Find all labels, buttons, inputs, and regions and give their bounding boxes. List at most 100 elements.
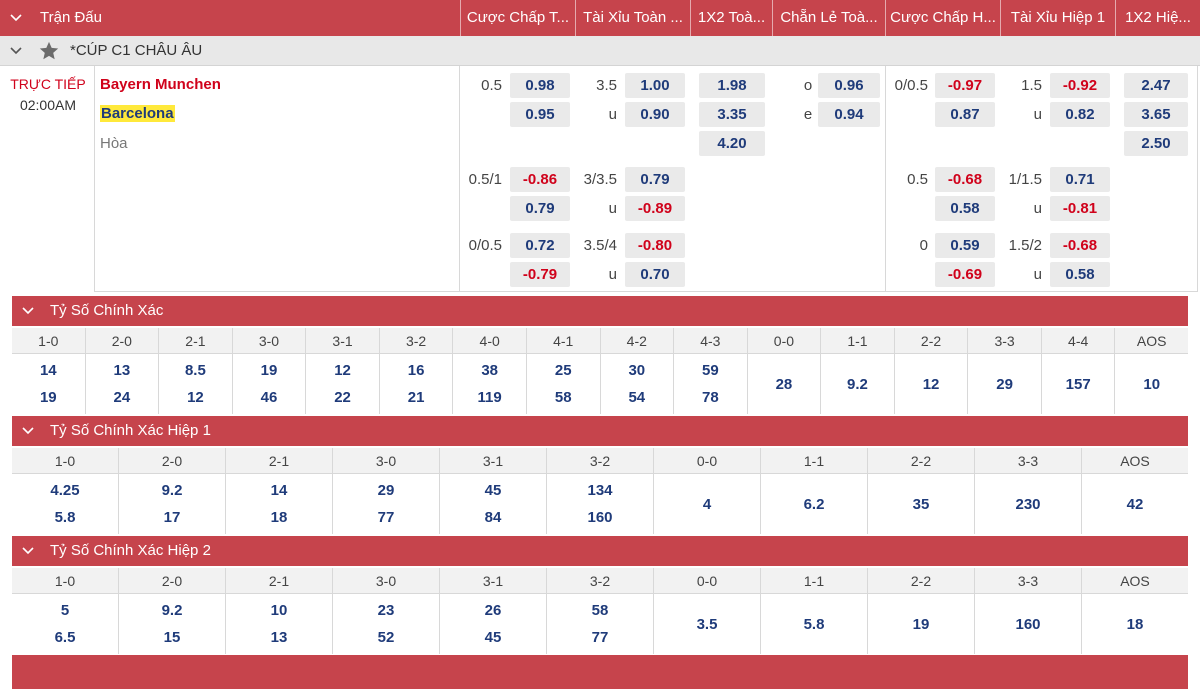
odds-value[interactable]: 19 bbox=[912, 615, 930, 633]
odds-value[interactable]: 5.8 bbox=[803, 615, 825, 633]
odds-button[interactable]: 3.35 bbox=[699, 102, 765, 127]
chevron-down-icon[interactable] bbox=[6, 36, 26, 66]
odds-value[interactable]: 3.5 bbox=[696, 615, 718, 633]
odds-value[interactable]: 12 bbox=[187, 389, 204, 406]
odds-value[interactable]: 5 bbox=[60, 602, 70, 619]
chevron-down-icon[interactable] bbox=[18, 416, 38, 446]
odds-value[interactable]: 157 bbox=[1065, 375, 1091, 393]
odds-value[interactable]: 84 bbox=[484, 509, 502, 526]
odds-button[interactable]: 0.79 bbox=[510, 196, 570, 221]
odds-button[interactable]: 0.79 bbox=[625, 167, 685, 192]
odds-value[interactable]: 77 bbox=[591, 629, 609, 646]
odds-value[interactable]: 160 bbox=[587, 509, 613, 526]
odds-button[interactable]: -0.97 bbox=[935, 73, 995, 98]
odds-value[interactable]: 45 bbox=[484, 629, 502, 646]
home-team[interactable]: Bayern Munchen bbox=[100, 76, 221, 93]
odds-value[interactable]: 13 bbox=[113, 362, 131, 379]
odds-button[interactable]: 0.95 bbox=[510, 102, 570, 127]
odds-button[interactable]: 0.58 bbox=[935, 196, 995, 221]
odds-value[interactable]: 12 bbox=[334, 362, 351, 379]
odds-button[interactable]: 0.94 bbox=[818, 102, 880, 127]
odds-value[interactable]: 29 bbox=[377, 482, 395, 499]
odds-button[interactable]: 0.98 bbox=[510, 73, 570, 98]
odds-value[interactable]: 42 bbox=[1126, 495, 1144, 513]
odds-value[interactable]: 54 bbox=[628, 389, 646, 406]
odds-button[interactable]: -0.81 bbox=[1050, 196, 1110, 221]
odds-value[interactable]: 35 bbox=[912, 495, 930, 513]
odds-button[interactable]: 0.72 bbox=[510, 233, 570, 258]
odds-value[interactable]: 14 bbox=[270, 482, 288, 499]
odds-value[interactable]: 18 bbox=[270, 509, 288, 526]
odds-button[interactable]: -0.80 bbox=[625, 233, 685, 258]
odds-value[interactable]: 8.5 bbox=[184, 362, 206, 379]
odds-button[interactable]: -0.69 bbox=[935, 262, 995, 287]
odds-value[interactable]: 77 bbox=[377, 509, 395, 526]
odds-value[interactable]: 119 bbox=[477, 389, 502, 406]
odds-value[interactable]: 58 bbox=[554, 389, 572, 406]
odds-value[interactable]: 29 bbox=[996, 375, 1013, 393]
odds-button[interactable]: 0.87 bbox=[935, 102, 995, 127]
chevron-down-icon[interactable] bbox=[6, 0, 26, 36]
odds-button[interactable]: -0.89 bbox=[625, 196, 685, 221]
odds-value[interactable]: 21 bbox=[407, 389, 425, 406]
odds-button[interactable]: -0.79 bbox=[510, 262, 570, 287]
odds-button[interactable]: -0.68 bbox=[1050, 233, 1110, 258]
odds-value[interactable]: 22 bbox=[334, 389, 351, 406]
odds-button[interactable]: 2.50 bbox=[1124, 131, 1188, 156]
odds-button[interactable]: 4.20 bbox=[699, 131, 765, 156]
odds-value[interactable]: 25 bbox=[554, 362, 572, 379]
correct-score-h2-section-header[interactable]: Tỷ Số Chính Xác Hiệp 2 bbox=[12, 536, 1188, 566]
odds-button[interactable]: -0.86 bbox=[510, 167, 570, 192]
odds-button[interactable]: -0.68 bbox=[935, 167, 995, 192]
odds-value[interactable]: 52 bbox=[377, 629, 395, 646]
odds-value[interactable]: 19 bbox=[260, 362, 278, 379]
odds-value[interactable]: 78 bbox=[702, 389, 719, 406]
odds-value[interactable]: 17 bbox=[163, 509, 181, 526]
odds-value[interactable]: 160 bbox=[1015, 615, 1041, 633]
odds-value[interactable]: 230 bbox=[1015, 495, 1041, 513]
odds-value[interactable]: 45 bbox=[484, 482, 502, 499]
odds-value[interactable]: 9.2 bbox=[847, 375, 868, 393]
away-team[interactable]: Barcelona bbox=[100, 105, 175, 122]
odds-button[interactable]: 1.98 bbox=[699, 73, 765, 98]
odds-value[interactable]: 16 bbox=[407, 362, 425, 379]
odds-value[interactable]: 5.8 bbox=[54, 509, 76, 526]
odds-value[interactable]: 6.2 bbox=[803, 495, 825, 513]
odds-value[interactable]: 13 bbox=[270, 629, 288, 646]
odds-value[interactable]: 58 bbox=[591, 602, 609, 619]
odds-value[interactable]: 24 bbox=[113, 389, 131, 406]
odds-value[interactable]: 30 bbox=[628, 362, 646, 379]
odds-value[interactable]: 10 bbox=[270, 602, 288, 619]
odds-value[interactable]: 28 bbox=[775, 375, 793, 393]
odds-button[interactable]: 0.90 bbox=[625, 102, 685, 127]
league-row[interactable]: *CÚP C1 CHÂU ÂU bbox=[0, 36, 1200, 66]
odds-value[interactable]: 19 bbox=[39, 389, 57, 406]
col-odd-even-ft[interactable]: Chẵn Lẻ Toà... bbox=[772, 0, 885, 36]
odds-value[interactable]: 4.25 bbox=[50, 482, 80, 499]
odds-button[interactable]: 0.59 bbox=[935, 233, 995, 258]
odds-button[interactable]: 0.71 bbox=[1050, 167, 1110, 192]
star-icon[interactable] bbox=[38, 40, 60, 62]
odds-value[interactable]: 26 bbox=[484, 602, 502, 619]
chevron-down-icon[interactable] bbox=[18, 296, 38, 326]
odds-button[interactable]: 0.96 bbox=[818, 73, 880, 98]
col-over-under-h1[interactable]: Tài Xỉu Hiệp 1 bbox=[1000, 0, 1115, 36]
odds-value[interactable]: 46 bbox=[260, 389, 278, 406]
odds-value[interactable]: 15 bbox=[163, 629, 181, 646]
correct-score-section-header[interactable]: Tỷ Số Chính Xác bbox=[12, 296, 1188, 326]
odds-button[interactable]: 3.65 bbox=[1124, 102, 1188, 127]
col-handicap-h1[interactable]: Cược Chấp H... bbox=[885, 0, 1000, 36]
chevron-down-icon[interactable] bbox=[18, 536, 38, 566]
odds-button[interactable]: 0.70 bbox=[625, 262, 685, 287]
odds-value[interactable]: 14 bbox=[39, 362, 57, 379]
odds-value[interactable]: 134 bbox=[587, 482, 613, 499]
odds-value[interactable]: 9.2 bbox=[161, 602, 183, 619]
odds-button[interactable]: 0.58 bbox=[1050, 262, 1110, 287]
odds-value[interactable]: 12 bbox=[922, 375, 940, 393]
odds-button[interactable]: 0.82 bbox=[1050, 102, 1110, 127]
odds-value[interactable]: 6.5 bbox=[54, 629, 76, 646]
col-handicap-ft[interactable]: Cược Chấp T... bbox=[460, 0, 575, 36]
odds-value[interactable]: 10 bbox=[1143, 375, 1161, 393]
correct-score-h1-section-header[interactable]: Tỷ Số Chính Xác Hiệp 1 bbox=[12, 416, 1188, 446]
col-1x2-ft[interactable]: 1X2 Toà... bbox=[690, 0, 772, 36]
